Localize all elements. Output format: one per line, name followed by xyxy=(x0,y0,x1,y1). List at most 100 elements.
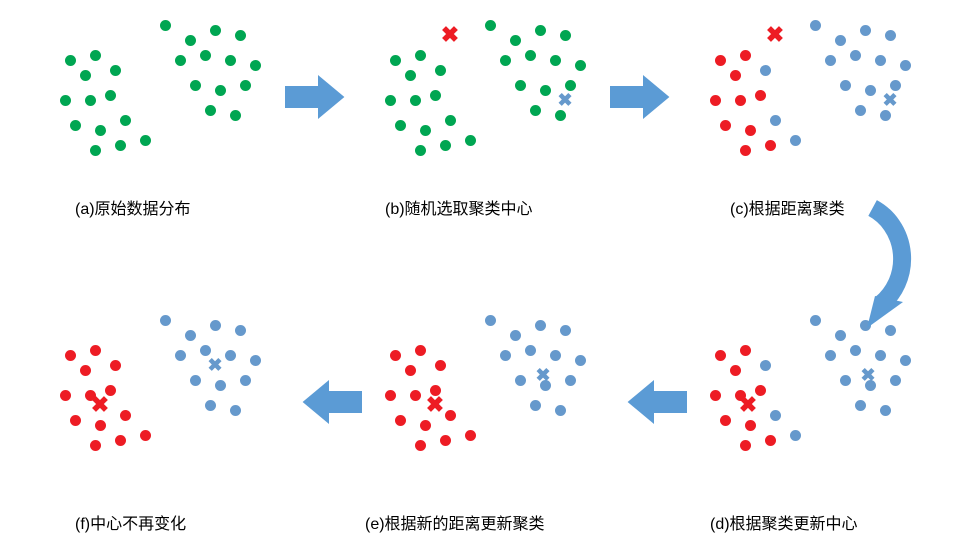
data-point xyxy=(540,85,551,96)
data-point xyxy=(405,365,416,376)
data-point xyxy=(110,360,121,371)
data-point xyxy=(555,405,566,416)
data-point xyxy=(875,55,886,66)
data-point xyxy=(710,390,721,401)
data-point xyxy=(385,390,396,401)
data-point xyxy=(90,145,101,156)
caption-b: (b)随机选取聚类中心 xyxy=(385,195,533,219)
data-point xyxy=(825,350,836,361)
data-point xyxy=(525,345,536,356)
data-point xyxy=(115,435,126,446)
data-point xyxy=(390,350,401,361)
data-point xyxy=(790,135,801,146)
data-point xyxy=(215,380,226,391)
data-point xyxy=(530,105,541,116)
data-point xyxy=(230,405,241,416)
data-point xyxy=(485,20,496,31)
data-point xyxy=(445,410,456,421)
data-point xyxy=(465,135,476,146)
data-point xyxy=(190,375,201,386)
data-point xyxy=(555,110,566,121)
data-point xyxy=(765,140,776,151)
data-point xyxy=(465,430,476,441)
centroid-marker: ✖ xyxy=(535,366,550,384)
data-point xyxy=(740,440,751,451)
data-point xyxy=(740,50,751,61)
data-point xyxy=(215,85,226,96)
data-point xyxy=(395,415,406,426)
data-point xyxy=(720,120,731,131)
data-point xyxy=(720,415,731,426)
data-point xyxy=(735,95,746,106)
data-point xyxy=(70,120,81,131)
data-point xyxy=(250,60,261,71)
data-point xyxy=(235,325,246,336)
data-point xyxy=(855,105,866,116)
data-point xyxy=(530,400,541,411)
arrow-right-icon xyxy=(610,75,687,119)
data-point xyxy=(415,145,426,156)
data-point xyxy=(485,315,496,326)
data-point xyxy=(855,400,866,411)
caption-a: (a)原始数据分布 xyxy=(75,195,191,219)
data-point xyxy=(95,420,106,431)
data-point xyxy=(205,400,216,411)
data-point xyxy=(250,355,261,366)
data-point xyxy=(200,345,211,356)
panel-e: ✖✖ xyxy=(365,310,595,470)
data-point xyxy=(810,20,821,31)
data-point xyxy=(175,350,186,361)
data-point xyxy=(515,375,526,386)
data-point xyxy=(835,330,846,341)
data-point xyxy=(840,80,851,91)
data-point xyxy=(185,35,196,46)
data-point xyxy=(205,105,216,116)
data-point xyxy=(715,350,726,361)
data-point xyxy=(710,95,721,106)
data-point xyxy=(90,440,101,451)
data-point xyxy=(240,80,251,91)
data-point xyxy=(550,55,561,66)
centroid-marker: ✖ xyxy=(739,394,757,416)
data-point xyxy=(385,95,396,106)
data-point xyxy=(200,50,211,61)
data-point xyxy=(160,315,171,326)
data-point xyxy=(210,320,221,331)
data-point xyxy=(850,345,861,356)
data-point xyxy=(140,135,151,146)
data-point xyxy=(115,140,126,151)
data-point xyxy=(890,80,901,91)
panel-a xyxy=(40,15,270,175)
data-point xyxy=(900,355,911,366)
centroid-marker: ✖ xyxy=(557,91,572,109)
data-point xyxy=(105,90,116,101)
data-point xyxy=(860,25,871,36)
data-point xyxy=(525,50,536,61)
data-point xyxy=(90,345,101,356)
data-point xyxy=(390,55,401,66)
caption-d: (d)根据聚类更新中心 xyxy=(710,510,858,534)
arrow-left-icon xyxy=(610,380,687,424)
data-point xyxy=(120,410,131,421)
arrow-left-icon xyxy=(285,380,362,424)
data-point xyxy=(790,430,801,441)
data-point xyxy=(885,30,896,41)
data-point xyxy=(500,350,511,361)
data-point xyxy=(515,80,526,91)
kmeans-diagram: (a)原始数据分布✖✖(b)随机选取聚类中心✖✖(c)根据距离聚类✖✖(d)根据… xyxy=(0,0,979,552)
data-point xyxy=(405,70,416,81)
data-point xyxy=(500,55,511,66)
caption-f: (f)中心不再变化 xyxy=(75,510,186,534)
data-point xyxy=(80,365,91,376)
data-point xyxy=(175,55,186,66)
data-point xyxy=(875,350,886,361)
data-point xyxy=(810,315,821,326)
data-point xyxy=(760,360,771,371)
data-point xyxy=(140,430,151,441)
data-point xyxy=(835,35,846,46)
arrow-right-icon xyxy=(285,75,362,119)
data-point xyxy=(225,55,236,66)
data-point xyxy=(440,140,451,151)
caption-c: (c)根据距离聚类 xyxy=(730,195,845,219)
arrow-curve-icon xyxy=(860,200,944,332)
